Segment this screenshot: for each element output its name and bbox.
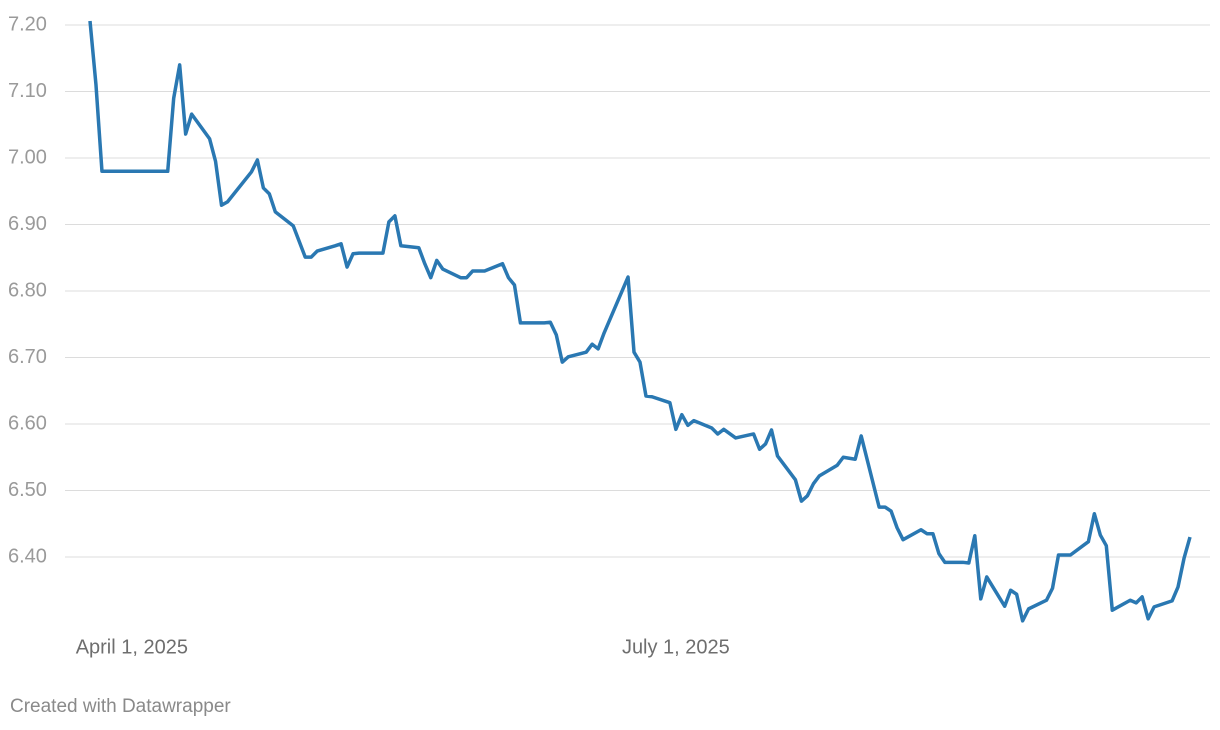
x-tick-label: July 1, 2025 <box>622 636 730 658</box>
y-tick-label: 7.20 <box>8 13 47 35</box>
footer: Created with Datawrapper <box>10 696 231 717</box>
line <box>88 20 1192 623</box>
y-tick-label: 6.50 <box>8 479 47 501</box>
y-tick-label: 6.90 <box>8 213 47 235</box>
y-tick-label: 6.40 <box>8 545 47 567</box>
y-tick-label: 6.80 <box>8 279 47 301</box>
y-tick-label: 6.70 <box>8 346 47 368</box>
y-tick-label: 6.60 <box>8 412 47 434</box>
y-tick-label: 7.10 <box>8 80 47 102</box>
x-tick-label: April 1, 2025 <box>76 636 188 658</box>
y-tick-label: 7.00 <box>8 146 47 168</box>
